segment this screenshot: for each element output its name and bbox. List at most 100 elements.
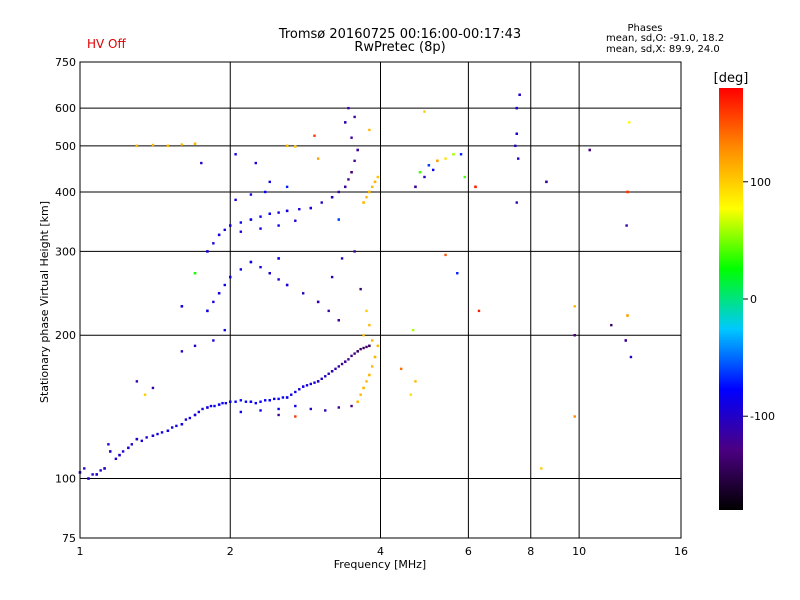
data-point <box>277 211 280 214</box>
data-point <box>229 400 232 403</box>
data-point <box>365 380 368 383</box>
data-point <box>418 171 422 174</box>
data-point <box>330 370 334 373</box>
data-point <box>151 434 155 437</box>
data-point <box>540 467 543 470</box>
data-point <box>459 153 463 156</box>
data-point <box>223 328 226 332</box>
data-point <box>259 400 262 403</box>
data-point <box>259 265 262 269</box>
data-point <box>628 121 631 124</box>
data-point <box>610 323 613 327</box>
data-point <box>301 385 305 388</box>
data-point <box>573 334 576 337</box>
y-tick-label: 75 <box>62 532 76 545</box>
data-point <box>365 195 368 199</box>
y-tick-label: 300 <box>55 245 76 258</box>
data-point <box>368 323 371 327</box>
y-tick-label: 600 <box>55 102 76 115</box>
data-point <box>254 401 257 405</box>
data-point <box>356 400 359 403</box>
data-point <box>313 381 316 384</box>
data-point <box>365 345 368 349</box>
data-point <box>452 153 455 156</box>
data-point <box>309 206 312 210</box>
data-point <box>249 400 253 403</box>
data-point <box>353 115 356 119</box>
data-point <box>234 153 237 156</box>
data-point <box>305 384 309 387</box>
data-point <box>518 93 521 96</box>
data-point <box>344 121 347 124</box>
data-point <box>268 272 271 275</box>
data-point <box>91 473 94 476</box>
data-point <box>87 477 90 480</box>
plot-frame <box>79 61 682 539</box>
data-point <box>431 168 435 172</box>
data-point <box>376 344 379 348</box>
data-point <box>160 431 164 434</box>
data-point <box>344 185 347 189</box>
chart-title: Tromsø 20160725 00:16:00-00:17:43 <box>278 27 522 42</box>
data-point <box>197 410 201 414</box>
data-point <box>213 404 216 408</box>
data-point <box>166 144 170 148</box>
data-point <box>545 180 548 184</box>
data-point <box>193 344 197 348</box>
data-point <box>249 260 253 264</box>
data-point <box>330 275 334 279</box>
colorbar-label: [deg] <box>714 71 749 86</box>
data-point <box>399 367 403 371</box>
data-point <box>347 358 350 361</box>
data-point <box>515 201 518 204</box>
phase-stats-o: mean, sd,O: -91.0, 18.2 <box>606 33 725 44</box>
data-point <box>259 409 262 412</box>
data-point <box>368 190 371 194</box>
data-point <box>180 423 184 426</box>
x-axis-label: Frequency [MHz] <box>334 558 426 571</box>
data-point <box>264 399 267 402</box>
data-point <box>285 144 289 148</box>
data-point <box>309 407 312 411</box>
data-point <box>624 339 627 342</box>
data-point <box>515 106 518 110</box>
data-point <box>201 407 204 411</box>
data-point <box>294 219 297 222</box>
colorbar-tick-label: 0 <box>750 293 757 306</box>
data-point <box>239 268 243 271</box>
data-point <box>368 373 371 377</box>
data-point <box>114 457 118 461</box>
x-tick-label: 8 <box>527 545 534 558</box>
data-point <box>316 157 320 160</box>
data-point <box>217 292 221 295</box>
data-point <box>327 372 330 375</box>
data-point <box>217 403 221 406</box>
data-point <box>436 159 439 163</box>
data-point <box>130 443 134 446</box>
data-point <box>368 128 371 132</box>
data-point <box>477 309 481 313</box>
data-point <box>277 224 280 227</box>
y-axis-ticks: 75 100 200 300 400 500 600 750 <box>55 56 76 545</box>
data-point <box>200 161 203 165</box>
data-point <box>337 406 341 409</box>
data-point <box>350 171 353 174</box>
data-points <box>78 93 633 480</box>
data-point <box>365 309 368 313</box>
data-point <box>259 227 262 230</box>
data-point <box>285 209 289 213</box>
data-point <box>353 352 356 355</box>
data-point <box>239 410 243 414</box>
data-point <box>414 380 417 383</box>
data-point <box>206 309 209 313</box>
data-point <box>337 365 341 368</box>
data-point <box>409 393 412 396</box>
data-point <box>249 193 253 196</box>
data-point <box>371 365 374 368</box>
data-point <box>320 201 323 204</box>
data-point <box>135 380 139 383</box>
data-point <box>626 190 629 194</box>
data-point <box>362 386 365 390</box>
data-point <box>294 145 297 148</box>
